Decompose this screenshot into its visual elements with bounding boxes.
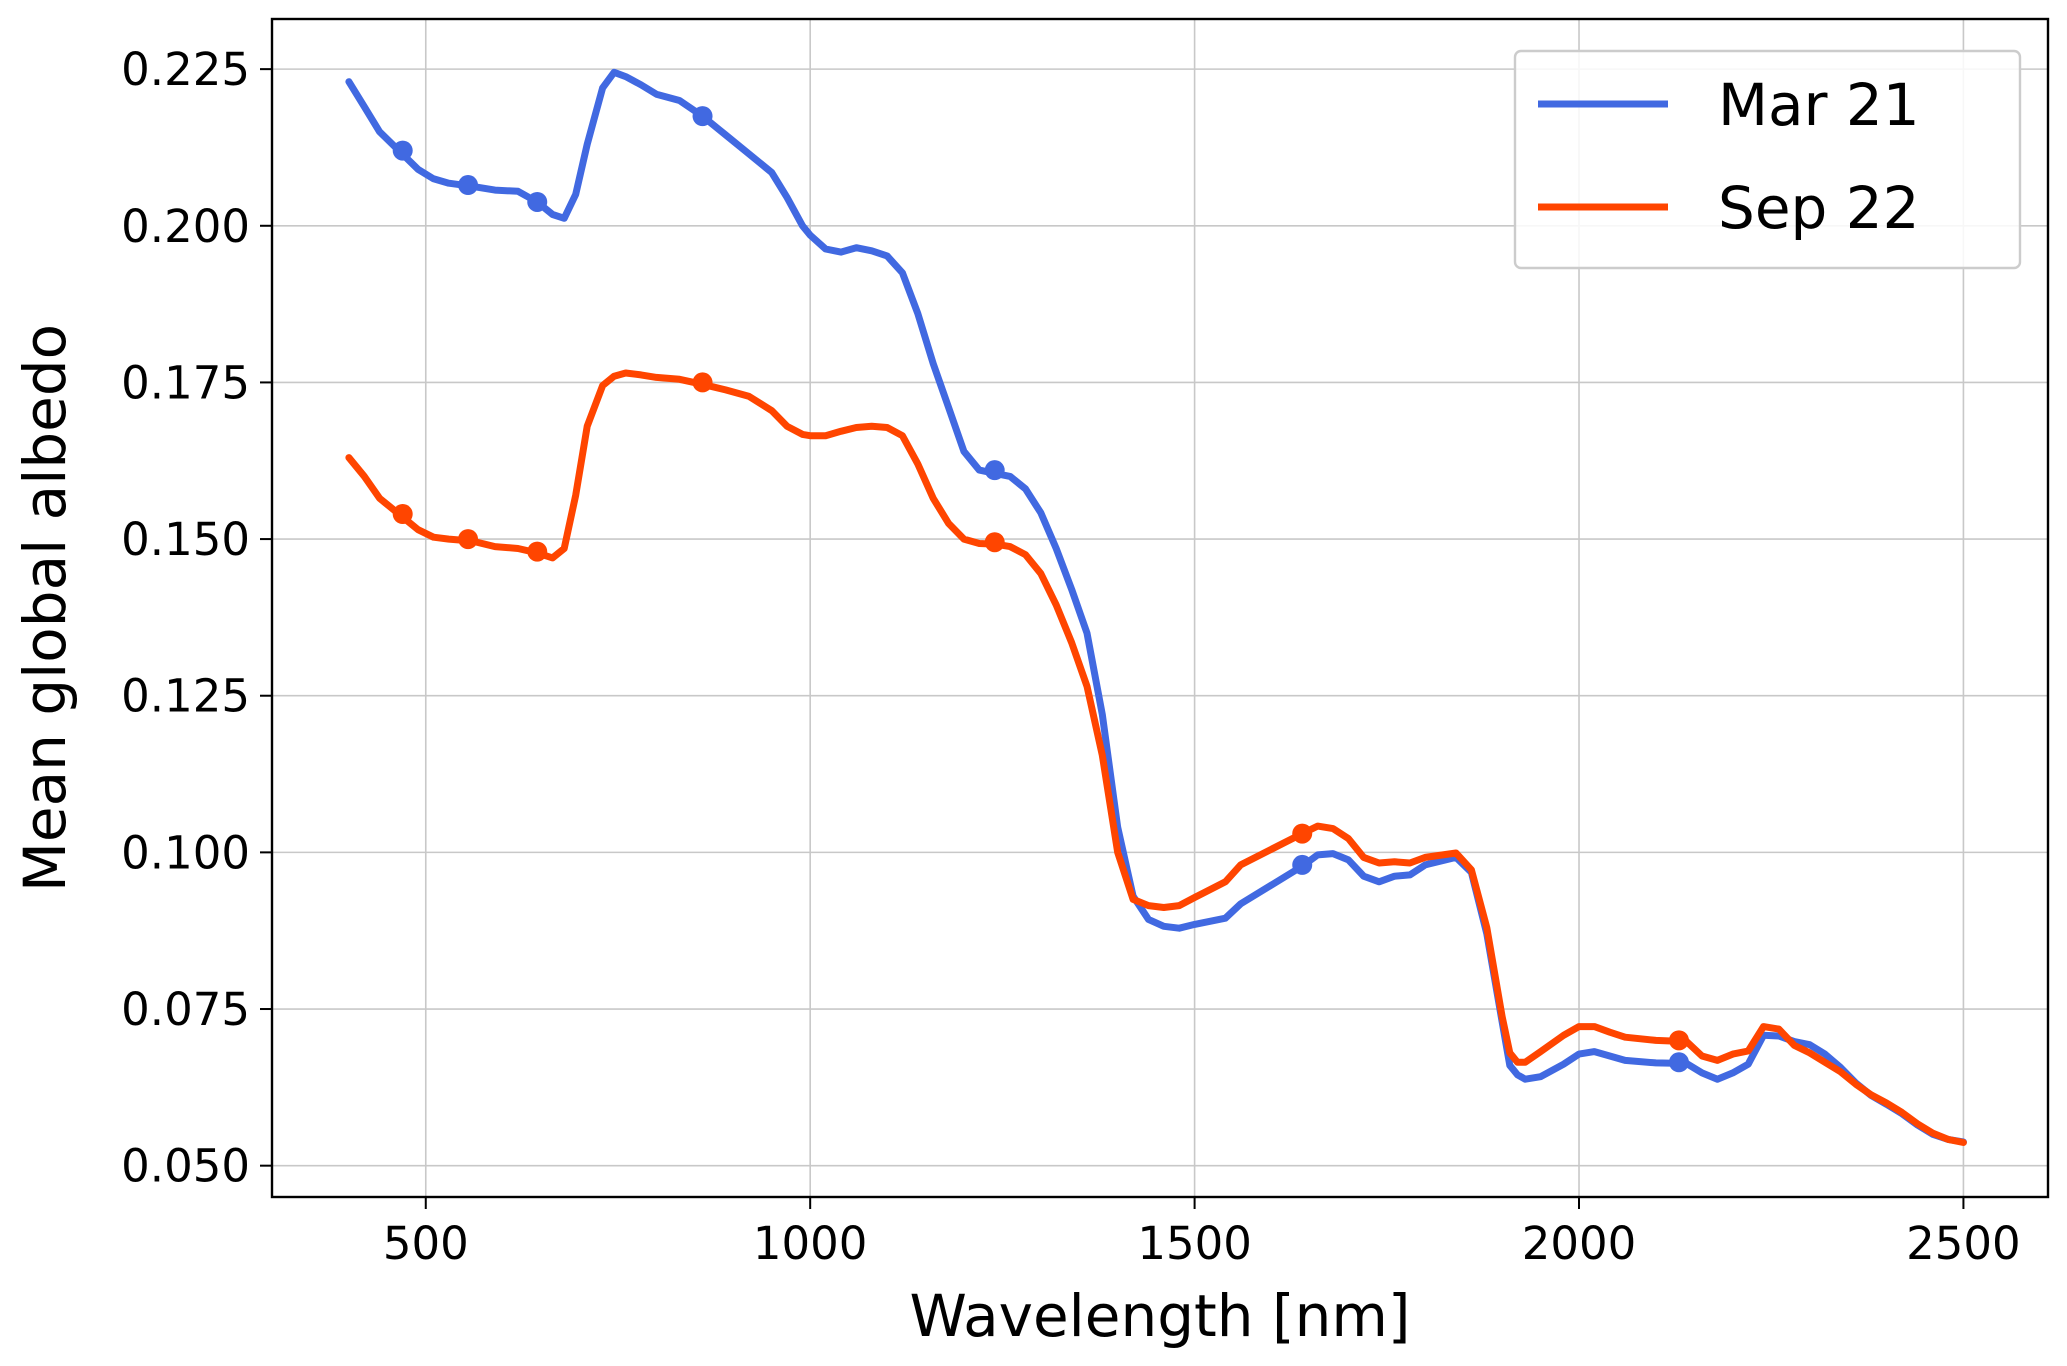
marker-sep-22 bbox=[1668, 1030, 1689, 1051]
y-tick-label: 0.100 bbox=[121, 826, 250, 879]
marker-mar-21 bbox=[392, 140, 413, 161]
y-tick-label: 0.125 bbox=[121, 670, 250, 723]
legend-label-sep-22: Sep 22 bbox=[1718, 174, 1920, 242]
y-tick-label: 0.050 bbox=[121, 1140, 250, 1193]
legend-label-mar-21: Mar 21 bbox=[1718, 71, 1920, 139]
marker-sep-22 bbox=[458, 529, 479, 550]
x-tick-label: 2000 bbox=[1522, 1217, 1637, 1270]
y-tick-label: 0.075 bbox=[121, 983, 250, 1036]
x-tick-label: 2500 bbox=[1906, 1217, 2021, 1270]
series-layer bbox=[345, 68, 1967, 1146]
x-tick-label: 1500 bbox=[1137, 1217, 1252, 1270]
y-tick-label: 0.225 bbox=[121, 43, 250, 96]
legend: Mar 21 Sep 22 bbox=[1513, 49, 2022, 270]
marker-mar-21 bbox=[984, 460, 1005, 481]
marker-sep-22 bbox=[1292, 823, 1313, 844]
y-axis-label: Mean global albedo bbox=[11, 324, 79, 892]
marker-mar-21 bbox=[1292, 854, 1313, 875]
y-tick-label: 0.200 bbox=[121, 200, 250, 253]
y-tick-label: 0.150 bbox=[121, 513, 250, 566]
series-line-mar-21 bbox=[345, 68, 1967, 1146]
grid bbox=[272, 19, 2048, 1197]
y-tick-label: 0.175 bbox=[121, 356, 250, 409]
marker-mar-21 bbox=[692, 106, 713, 127]
marker-mar-21 bbox=[527, 191, 548, 212]
x-tick-label: 500 bbox=[383, 1217, 469, 1270]
x-axis-label: Wavelength [nm] bbox=[909, 1282, 1410, 1350]
marker-sep-22 bbox=[527, 541, 548, 562]
marker-mar-21 bbox=[458, 175, 479, 196]
plot-frame bbox=[270, 17, 2050, 1199]
ticks: 500 1000 1500 2000 2500 0.050 0.075 0.100 0.125 0… bbox=[121, 43, 2021, 1270]
marker-sep-22 bbox=[984, 532, 1005, 553]
marker-sep-22 bbox=[392, 504, 413, 525]
series-line-sep-22 bbox=[345, 369, 1967, 1146]
x-tick-label: 1000 bbox=[753, 1217, 868, 1270]
marker-mar-21 bbox=[1668, 1052, 1689, 1073]
marker-sep-22 bbox=[692, 372, 713, 393]
